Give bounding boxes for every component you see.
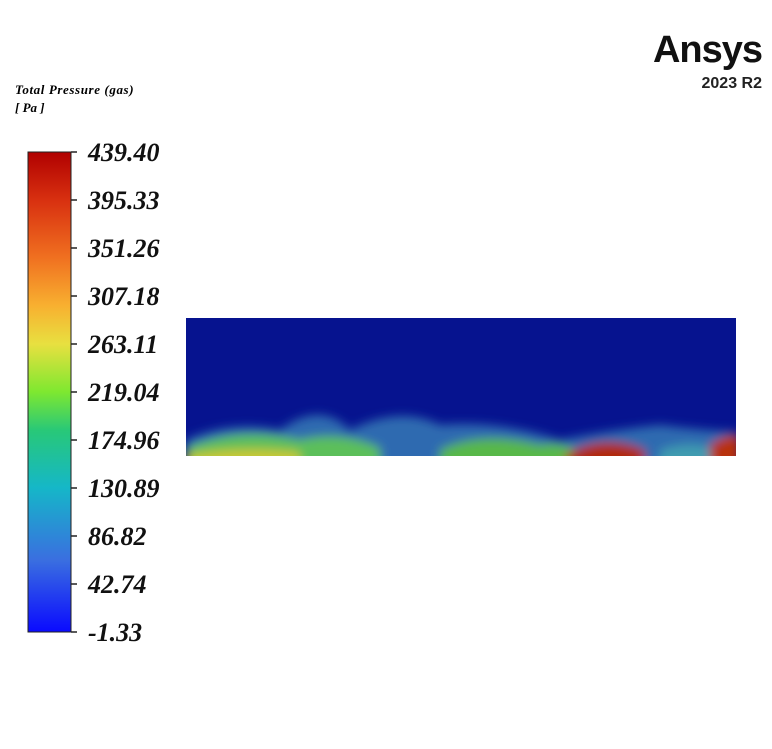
tick-label: -1.33 — [88, 618, 142, 647]
tick-label: 307.18 — [87, 282, 160, 311]
colorbar-ticks: 439.40 395.33 351.26 307.18 263.11 219.04 174.… — [71, 138, 160, 647]
logo-version: 2023 R2 — [702, 75, 763, 92]
tick-label: 263.11 — [87, 330, 158, 359]
contour-field — [186, 318, 736, 456]
tick-label: 42.74 — [87, 570, 147, 599]
tick-label: 219.04 — [87, 378, 160, 407]
tick-label: 351.26 — [87, 234, 160, 263]
legend-unit: [ Pa ] — [15, 100, 45, 115]
logo-name: Ansys — [653, 29, 762, 71]
tick-label: 395.33 — [87, 186, 160, 215]
tick-label: 174.96 — [88, 426, 160, 455]
legend-title: Total Pressure (gas) — [15, 82, 134, 97]
tick-label: 439.40 — [87, 138, 160, 167]
tick-label: 130.89 — [88, 474, 160, 503]
tick-label: 86.82 — [88, 522, 147, 551]
colorbar — [27, 151, 72, 633]
